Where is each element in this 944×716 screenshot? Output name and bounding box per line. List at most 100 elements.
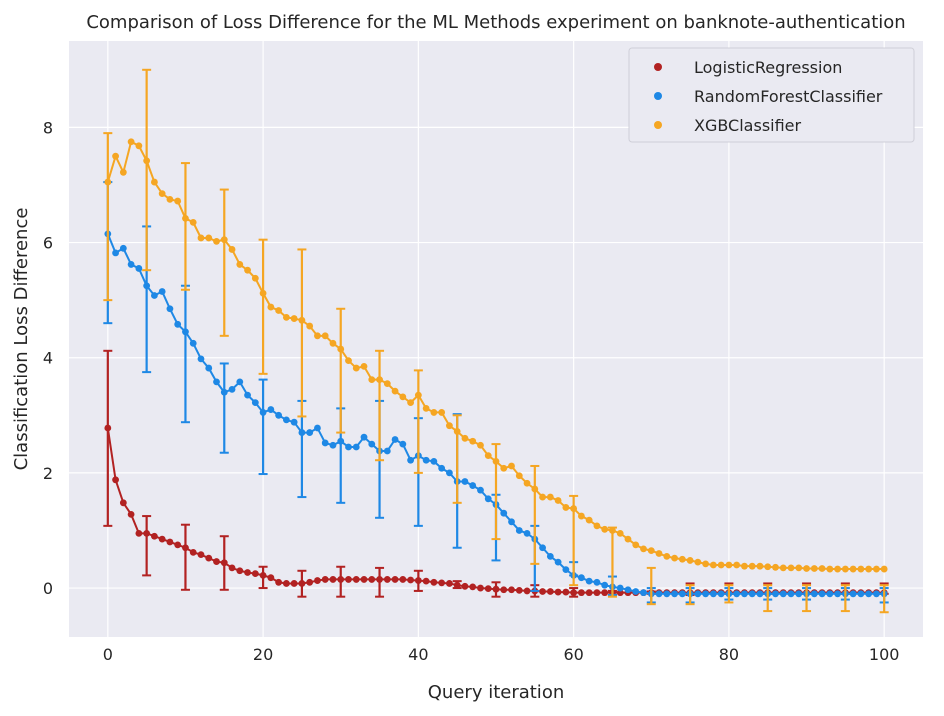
data-point	[189, 218, 197, 226]
data-point	[158, 190, 166, 197]
data-point	[251, 399, 259, 407]
data-point	[430, 409, 438, 416]
y-tick-label: 0	[43, 579, 53, 598]
data-point	[422, 456, 430, 464]
series-layer	[103, 68, 889, 614]
data-point	[593, 589, 601, 597]
data-point	[748, 562, 756, 570]
data-point	[112, 249, 119, 257]
data-point	[151, 292, 158, 299]
data-point	[368, 576, 376, 583]
data-point	[873, 590, 880, 598]
data-point	[640, 545, 647, 553]
data-point	[228, 385, 236, 393]
data-point	[803, 565, 810, 572]
data-point	[290, 315, 298, 322]
data-point	[391, 436, 399, 443]
data-point	[609, 527, 616, 534]
data-point	[570, 589, 578, 597]
data-point	[671, 554, 678, 562]
data-point	[834, 590, 841, 598]
data-point	[197, 551, 205, 559]
data-point	[772, 590, 779, 598]
data-point	[500, 464, 508, 472]
data-point	[554, 497, 562, 504]
data-point	[477, 584, 484, 592]
data-point	[616, 529, 624, 537]
data-point	[213, 558, 220, 565]
data-point	[523, 529, 531, 537]
data-point	[508, 462, 515, 470]
data-point	[515, 586, 523, 594]
data-point	[337, 437, 345, 445]
data-point	[298, 580, 306, 587]
data-point	[515, 527, 523, 534]
data-point	[772, 563, 779, 571]
data-point	[709, 590, 717, 598]
data-point	[873, 565, 880, 573]
data-point	[562, 588, 570, 596]
data-point	[430, 578, 438, 586]
data-point	[127, 510, 135, 518]
data-point	[407, 576, 414, 584]
legend-marker-randomforestclassifier	[654, 92, 662, 100]
data-point	[282, 580, 290, 587]
data-point	[554, 588, 562, 596]
data-point	[554, 558, 562, 566]
data-point	[717, 561, 725, 569]
data-point	[383, 380, 391, 388]
data-point	[515, 472, 523, 480]
data-point	[399, 393, 407, 401]
data-point	[655, 550, 663, 557]
x-axis-label: Query iteration	[428, 682, 564, 703]
data-point	[298, 316, 306, 324]
data-point	[492, 457, 500, 465]
x-tick-label: 0	[103, 645, 113, 664]
data-point	[756, 590, 764, 598]
data-point	[585, 516, 593, 524]
data-point	[213, 378, 220, 386]
data-point	[267, 303, 275, 311]
data-point	[189, 548, 197, 556]
data-point	[709, 561, 717, 569]
data-point	[539, 493, 546, 501]
data-point	[143, 282, 151, 290]
data-point	[352, 364, 360, 372]
data-point	[267, 406, 275, 413]
data-point	[469, 583, 477, 591]
data-point	[484, 452, 492, 460]
data-point	[383, 447, 391, 455]
data-point	[508, 586, 515, 594]
data-point	[880, 565, 888, 573]
data-point	[228, 246, 236, 253]
data-point	[306, 578, 314, 586]
data-point	[205, 234, 213, 242]
data-point	[484, 495, 492, 503]
data-point	[733, 590, 741, 598]
data-point	[104, 178, 112, 186]
data-point	[624, 535, 632, 543]
data-point	[678, 590, 686, 598]
data-point	[290, 418, 298, 426]
y-tick-label: 6	[43, 234, 53, 253]
data-point	[360, 576, 368, 583]
data-point	[585, 589, 593, 597]
data-point	[810, 565, 818, 572]
data-point	[865, 565, 873, 573]
data-point	[135, 265, 143, 272]
data-point	[655, 590, 663, 598]
data-point	[166, 538, 174, 546]
data-point	[321, 332, 329, 340]
data-point	[741, 590, 748, 598]
data-point	[290, 580, 298, 587]
data-point	[376, 576, 383, 583]
data-point	[166, 195, 174, 203]
data-point	[329, 576, 337, 583]
data-point	[182, 328, 189, 336]
data-point	[702, 590, 710, 598]
data-point	[151, 532, 158, 540]
x-tick-label: 60	[563, 645, 583, 664]
data-point	[220, 559, 228, 567]
data-point	[275, 307, 283, 314]
data-point	[391, 387, 399, 395]
